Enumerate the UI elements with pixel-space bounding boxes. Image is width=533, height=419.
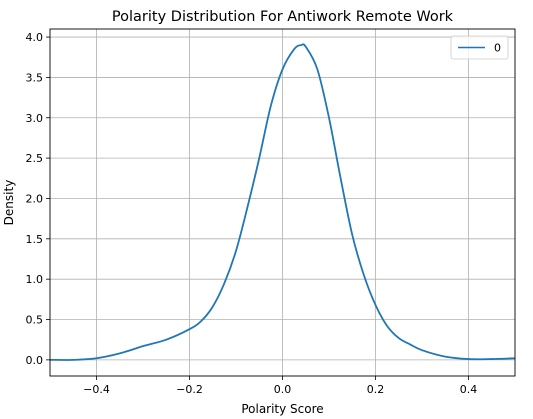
legend-label: 0 bbox=[494, 42, 501, 55]
legend: 0 bbox=[450, 35, 509, 60]
y-tick-label: 0.0 bbox=[26, 354, 44, 367]
y-tick-label: 0.5 bbox=[26, 314, 44, 327]
y-axis: 0.0 0.5 1.0 1.5 2.0 2.5 3.0 3.5 4.0 bbox=[26, 31, 50, 367]
x-tick-label: 0.0 bbox=[274, 383, 292, 396]
y-axis-label: Density bbox=[2, 180, 16, 226]
series-line-0 bbox=[49, 43, 516, 361]
y-tick-label: 1.5 bbox=[26, 233, 44, 246]
x-tick-label: −0.4 bbox=[83, 383, 110, 396]
series-layer bbox=[49, 43, 516, 361]
grid bbox=[50, 29, 515, 376]
y-tick-label: 2.0 bbox=[26, 192, 44, 205]
x-axis-label: Polarity Score bbox=[241, 402, 323, 416]
y-tick-label: 3.0 bbox=[26, 112, 44, 125]
x-tick-label: −0.2 bbox=[176, 383, 203, 396]
y-tick-label: 3.5 bbox=[26, 71, 44, 84]
chart-title: Polarity Distribution For Antiwork Remot… bbox=[112, 9, 454, 25]
x-tick-label: 0.4 bbox=[460, 383, 478, 396]
x-tick-label: 0.2 bbox=[367, 383, 385, 396]
y-tick-label: 1.0 bbox=[26, 273, 44, 286]
x-axis: −0.4 −0.2 0.0 0.2 0.4 bbox=[83, 376, 477, 396]
y-tick-label: 4.0 bbox=[26, 31, 44, 44]
y-tick-label: 2.5 bbox=[26, 152, 44, 165]
